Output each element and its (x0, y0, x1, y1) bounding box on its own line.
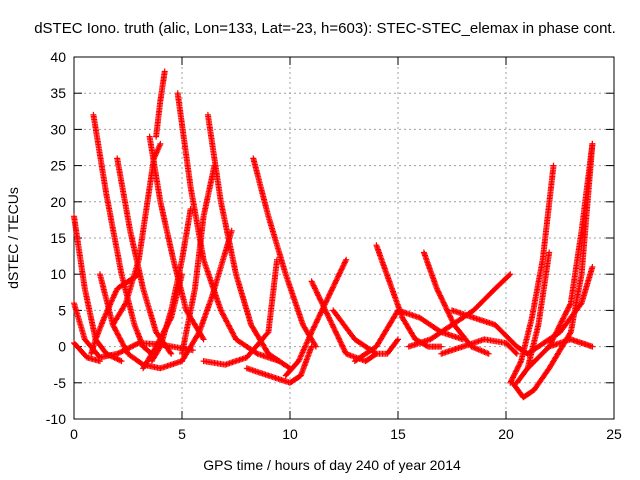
data-points (71, 68, 596, 401)
series-arc12 (148, 206, 194, 365)
y-tick-label: -5 (54, 375, 67, 391)
ticks: -10 -5 0 5 10 15 20 25 30 35 40 0 5 10 15 20 25 (46, 49, 622, 442)
series-arc19 (243, 343, 315, 386)
series-arc07 (114, 155, 175, 357)
point-markers (148, 206, 194, 365)
series-arc25 (420, 249, 492, 357)
y-tick-label: 35 (50, 85, 66, 101)
y-axis-label: dSTEC / TECUs (5, 187, 21, 289)
series-arc17 (200, 256, 280, 368)
x-tick-label: 5 (178, 426, 186, 442)
point-markers (204, 111, 293, 372)
series-arc24 (351, 307, 466, 365)
y-tick-label: 25 (50, 158, 66, 174)
chart-title: dSTEC Iono. truth (alic, Lon=133, Lat=-2… (34, 20, 616, 37)
point-markers (546, 336, 596, 350)
series-arc34 (546, 336, 596, 350)
series-arc20 (282, 256, 350, 379)
y-tick-label: 15 (50, 230, 66, 246)
y-tick-label: 40 (50, 49, 66, 65)
point-markers (282, 256, 350, 379)
y-tick-label: 5 (58, 302, 66, 318)
y-tick-label: 10 (50, 266, 66, 282)
x-tick-label: 20 (498, 426, 514, 442)
series-arc11 (153, 68, 168, 140)
series-arc30 (513, 249, 553, 386)
y-tick-label: 0 (58, 339, 66, 355)
point-markers (449, 307, 531, 357)
point-markers (179, 162, 218, 357)
series-arc21 (308, 278, 380, 365)
point-markers (330, 307, 401, 357)
series-arc27 (438, 336, 520, 357)
x-axis-label: GPS time / hours of day 240 of year 2014 (203, 457, 461, 473)
series-arc18 (250, 155, 319, 350)
point-markers (71, 340, 103, 365)
y-tick-label: 30 (50, 121, 66, 137)
point-markers (351, 307, 466, 365)
series-arc28 (449, 307, 531, 357)
series-arc14 (179, 162, 218, 357)
series-arc33 (524, 264, 596, 357)
point-markers (153, 68, 168, 140)
point-markers (405, 271, 514, 350)
grid (74, 57, 614, 419)
series-arc32 (524, 140, 596, 372)
series-arc05 (90, 111, 155, 357)
x-tick-label: 25 (606, 426, 622, 442)
x-tick-label: 0 (70, 426, 78, 442)
point-markers (438, 336, 520, 357)
x-tick-label: 10 (282, 426, 298, 442)
series-arc22 (330, 307, 401, 357)
point-markers (250, 155, 319, 350)
point-markers (308, 278, 380, 365)
point-markers (90, 111, 155, 357)
point-markers (420, 249, 492, 357)
series-arc15 (204, 111, 293, 372)
y-tick-label: -10 (46, 411, 66, 427)
series-arc03 (71, 340, 103, 365)
series-arc26 (405, 271, 514, 350)
x-tick-label: 15 (390, 426, 406, 442)
point-markers (513, 249, 553, 386)
series-arc16 (179, 227, 235, 365)
point-markers (524, 264, 596, 357)
point-markers (243, 343, 315, 386)
point-markers (114, 155, 175, 357)
point-markers (200, 256, 280, 368)
point-markers (524, 140, 596, 372)
point-markers (179, 227, 235, 365)
y-tick-label: 20 (50, 194, 66, 210)
